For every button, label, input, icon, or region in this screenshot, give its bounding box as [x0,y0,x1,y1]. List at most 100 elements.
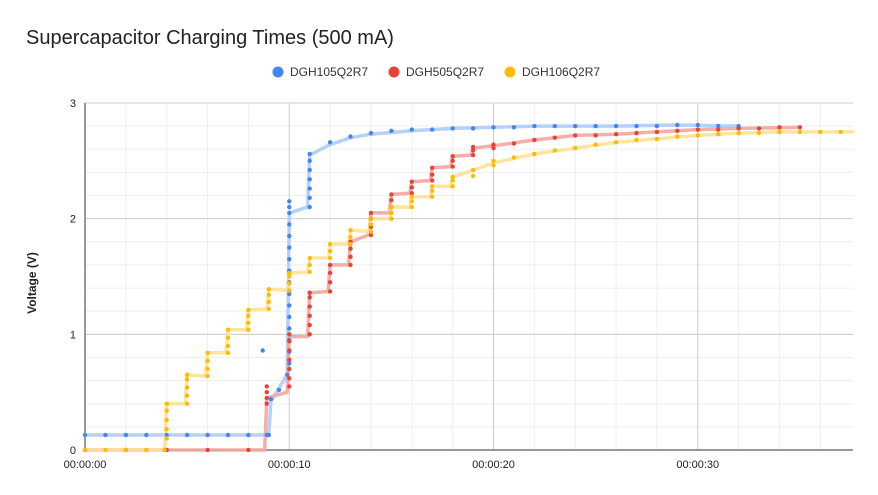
data-point [264,384,269,389]
data-point [260,348,265,353]
data-point [348,235,353,240]
data-point [389,204,394,210]
data-point [327,262,333,268]
data-point [511,141,517,146]
data-point [307,177,312,182]
data-point [409,185,414,190]
data-point [470,173,476,179]
data-point [287,314,292,320]
data-point [756,130,762,136]
data-point [246,307,251,313]
data-point [264,401,269,406]
data-point [736,126,741,131]
data-point [838,129,843,135]
data-point [430,127,435,132]
gridlines [85,102,853,450]
data-point [287,274,292,279]
data-point [348,246,353,251]
data-point [654,136,660,142]
data-point [164,417,169,423]
data-point [450,174,455,180]
data-point [246,327,251,332]
data-point [144,447,149,453]
legend-label: DGH105Q2R7 [290,65,368,79]
data-point [266,299,271,305]
data-point [307,290,312,295]
data-point [307,186,312,191]
data-point [430,165,435,170]
data-point [532,123,537,129]
data-point [327,270,333,276]
data-point [491,145,496,151]
data-point [818,129,823,135]
data-point [327,280,333,285]
data-point [287,210,292,216]
data-point [266,287,271,292]
data-point [205,358,210,364]
data-point [368,130,374,136]
data-point [613,140,619,145]
data-point [287,339,292,344]
data-point [593,123,598,129]
data-point [82,432,88,438]
data-point [409,127,414,132]
data-point [777,129,782,135]
data-point [287,357,292,362]
data-point [389,210,394,216]
data-point [287,204,292,210]
data-point [777,125,782,130]
data-point [123,447,129,453]
data-point [532,137,537,143]
legend-marker [388,66,400,78]
data-point [264,395,269,401]
data-point [184,393,190,398]
data-point [162,447,167,453]
data-point [348,241,353,247]
data-point [470,148,476,153]
data-point [368,229,374,234]
data-point [593,142,598,147]
data-point [287,376,292,381]
data-point [573,123,578,129]
data-point [287,361,292,366]
data-point [613,132,619,137]
data-point [287,245,292,250]
data-point [389,128,394,133]
data-point [164,436,169,441]
data-point [368,232,374,238]
series-points [82,122,843,453]
data-point [266,306,271,312]
data-point [675,128,680,133]
data-point [430,178,435,183]
data-point [287,257,292,262]
data-point [123,432,129,438]
data-point [246,320,251,325]
data-point [634,137,639,143]
y-tick-label: 1 [70,329,76,341]
data-point [184,401,190,406]
data-point [287,332,292,337]
data-point [532,151,537,157]
data-point [307,167,312,173]
data-point [327,255,333,261]
data-point [368,222,374,227]
data-point [246,447,251,453]
data-point [716,123,721,129]
data-point [276,387,282,393]
chart-title: Supercapacitor Charging Times (500 mA) [26,27,394,49]
data-point [225,432,231,438]
data-point [695,127,700,132]
y-tick-label: 3 [70,98,76,110]
data-point [491,163,496,168]
data-point [450,154,455,159]
data-point [307,262,312,268]
data-point [327,289,333,294]
legend-label: DGH106Q2R7 [522,65,600,79]
data-point [225,350,231,355]
data-point [307,151,312,157]
data-point [634,123,639,129]
data-point [103,432,108,438]
data-point [225,343,231,349]
